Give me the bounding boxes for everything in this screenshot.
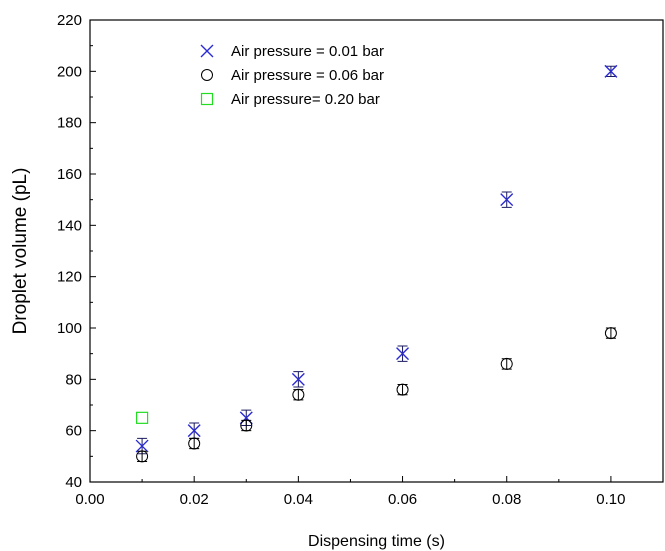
x-tick-label: 0.04	[284, 491, 313, 508]
data-point	[604, 64, 618, 78]
legend-marker	[200, 92, 214, 106]
y-tick-label: 100	[57, 320, 82, 337]
data-point	[292, 388, 305, 401]
x-tick-label: 0.08	[492, 491, 521, 508]
x-axis-title: Dispensing time (s)	[308, 533, 445, 550]
x-axis-ticks: 0.00 0.02 0.04 0.06 0.08 0.10	[75, 476, 626, 508]
data-point	[396, 383, 409, 396]
x-tick-label: 0.00	[75, 491, 104, 508]
data-point	[396, 347, 410, 361]
y-tick-label: 80	[65, 371, 82, 388]
y-tick-label: 220	[57, 12, 82, 29]
y-tick-label: 140	[57, 217, 82, 234]
series-3	[135, 411, 149, 424]
data-point	[500, 193, 514, 207]
series-2	[136, 327, 617, 463]
data-marks	[135, 64, 618, 463]
y-tick-label: 120	[57, 269, 82, 286]
series-1	[135, 64, 618, 455]
x-tick-label: 0.06	[388, 491, 417, 508]
data-point	[291, 372, 305, 386]
data-point	[240, 419, 253, 432]
data-point	[604, 327, 617, 340]
y-axis-title: Droplet volume (pL)	[10, 168, 31, 335]
legend-label: Air pressure= 0.20 bar	[231, 91, 380, 108]
y-tick-label: 200	[57, 63, 82, 80]
plot-frame	[89, 19, 664, 483]
data-point	[500, 357, 513, 370]
y-tick-label: 60	[65, 423, 82, 440]
y-tick-label: 40	[65, 474, 82, 491]
x-tick-label: 0.02	[180, 491, 209, 508]
data-point	[188, 437, 201, 450]
data-point	[136, 450, 149, 463]
data-point	[135, 411, 149, 424]
data-point	[135, 439, 149, 453]
legend: Air pressure = 0.01 bar Air pressure = 0.…	[200, 43, 384, 108]
data-point	[187, 424, 201, 438]
legend-label: Air pressure = 0.01 bar	[231, 43, 384, 60]
y-axis-ticks: 40 60 80 100 120 140 160 180 200 220	[57, 12, 96, 491]
legend-marker	[200, 44, 214, 58]
y-tick-label: 160	[57, 166, 82, 183]
y-tick-label: 180	[57, 115, 82, 132]
x-tick-label: 0.10	[596, 491, 625, 508]
legend-marker	[201, 69, 213, 81]
legend-label: Air pressure = 0.06 bar	[231, 67, 384, 84]
